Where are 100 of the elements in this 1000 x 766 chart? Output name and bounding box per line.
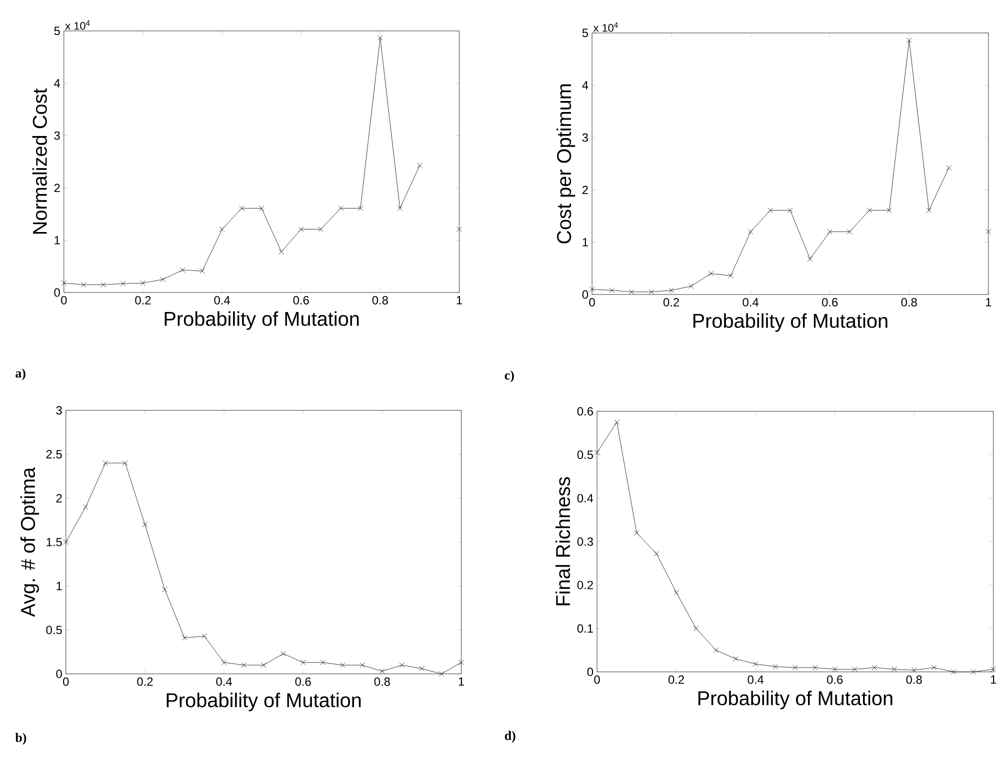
text: x 10$^{4}$	[593, 22, 618, 32]
point	[320, 660, 326, 666]
point	[911, 668, 917, 673]
y-tick-label: 3	[56, 406, 62, 415]
point	[748, 229, 754, 235]
point	[688, 284, 694, 289]
point	[713, 648, 719, 653]
y-tick-label: 2	[582, 186, 588, 194]
y-tick-label: 0.5	[46, 626, 62, 634]
point	[160, 276, 166, 282]
text: a)	[16, 368, 26, 380]
y-tick-label: 2	[54, 184, 60, 192]
point	[102, 460, 108, 466]
point	[852, 666, 858, 672]
point	[260, 662, 266, 668]
point	[458, 660, 464, 666]
point	[417, 162, 422, 168]
point	[221, 660, 227, 666]
point	[338, 206, 344, 212]
point	[906, 38, 912, 44]
point	[397, 206, 403, 212]
point	[142, 522, 148, 528]
y-tick-label: 0	[582, 290, 588, 299]
x-tick-label: 1	[458, 678, 464, 686]
text: d)	[504, 731, 516, 743]
point	[788, 208, 793, 214]
point	[634, 530, 640, 536]
point	[693, 626, 699, 632]
point	[280, 651, 286, 656]
x-tick-label: 0.6	[827, 676, 843, 684]
x-axis-title: Probability of Mutation	[164, 311, 359, 330]
point	[162, 587, 168, 592]
point	[886, 208, 892, 214]
point	[931, 665, 937, 670]
point	[674, 590, 679, 596]
point	[594, 450, 600, 456]
x-tick-label: 1	[990, 676, 996, 684]
point	[378, 35, 383, 41]
x-tick-label: 1	[986, 298, 992, 306]
x-tick-label: 0.4	[214, 296, 230, 305]
point	[872, 665, 878, 670]
point	[358, 206, 364, 212]
y-tick-label: 1	[54, 236, 60, 244]
y-tick-label: 5	[582, 28, 588, 38]
text: c)	[504, 370, 514, 382]
point	[219, 226, 225, 232]
x-tick-label: 1	[456, 296, 462, 304]
point	[241, 662, 246, 668]
point	[61, 280, 67, 286]
y-tick-label: 1	[582, 238, 588, 246]
point	[733, 656, 738, 662]
point	[300, 660, 306, 666]
point	[752, 662, 758, 667]
point	[63, 540, 69, 545]
x-tick-label: 0.8	[372, 296, 388, 305]
point	[990, 666, 996, 672]
point	[807, 256, 813, 262]
point	[614, 420, 620, 425]
y-tick-label: 0.2	[577, 580, 593, 590]
point	[812, 665, 818, 670]
point	[827, 229, 833, 235]
point	[239, 206, 244, 212]
y-tick-label: 5	[54, 26, 60, 36]
x-tick-label: 0.6	[295, 678, 311, 686]
point	[380, 668, 385, 674]
point	[609, 288, 615, 294]
point	[82, 504, 88, 510]
y-axis-title: Avg. # of Optima	[20, 467, 39, 618]
y-tick-label: 3	[582, 133, 588, 142]
y-tick-label: 1.5	[46, 538, 62, 546]
y-tick-label: 0.4	[577, 494, 594, 503]
y-tick-label: 4	[582, 81, 588, 90]
point	[100, 282, 106, 288]
point	[318, 226, 324, 232]
y-tick-label: 0.6	[577, 407, 593, 416]
y-axis-title: Final Richness	[555, 477, 570, 606]
point	[589, 286, 595, 292]
y-tick-label: 0	[56, 670, 62, 678]
point	[182, 635, 188, 641]
x-tick-label: 0	[594, 676, 600, 684]
point	[180, 267, 186, 273]
text: x 10$^{4}$	[65, 20, 90, 30]
point	[140, 280, 146, 286]
x-axis-title: Probability of Mutation	[166, 692, 361, 712]
point	[668, 288, 674, 294]
x-tick-label: 0.2	[135, 296, 151, 305]
point	[792, 665, 798, 670]
point	[419, 666, 424, 672]
y-tick-label: 2	[56, 494, 62, 502]
y-tick-label: 0.5	[577, 450, 594, 460]
point	[986, 229, 992, 235]
y-tick-label: 4	[54, 79, 60, 88]
text: b)	[15, 733, 26, 745]
x-tick-label: 0.6	[293, 296, 309, 305]
point	[438, 671, 444, 677]
point	[298, 226, 304, 232]
x-tick-label: 0.2	[137, 678, 153, 686]
point	[648, 289, 654, 295]
y-axis-title: Normalized Cost	[32, 88, 47, 234]
point	[456, 226, 462, 232]
